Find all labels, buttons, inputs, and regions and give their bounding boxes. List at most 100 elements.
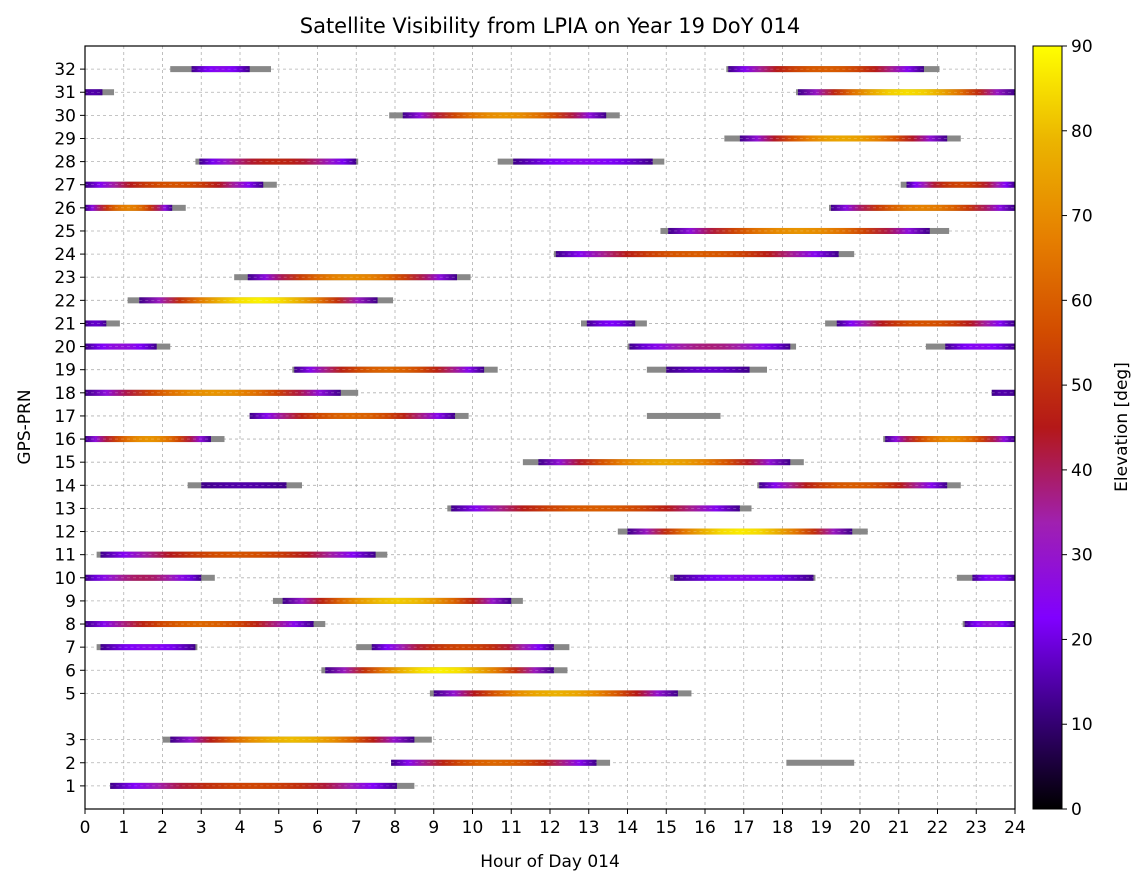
x-tick-label: 17 xyxy=(733,818,755,838)
x-tick-label: 13 xyxy=(578,818,600,838)
colorbar-tick-label: 40 xyxy=(1071,461,1093,481)
y-tick-label: 17 xyxy=(54,407,76,427)
pass-bar-prn-31 xyxy=(796,89,1015,96)
pass-bar-elevation xyxy=(629,343,791,350)
pass-bar-prn-29 xyxy=(724,135,961,142)
pass-bar-elevation xyxy=(201,482,287,489)
pass-bar-prn-15 xyxy=(522,459,804,466)
x-tick-label: 22 xyxy=(927,818,949,838)
x-tick-label: 3 xyxy=(196,818,207,838)
pass-bar-prn-8 xyxy=(85,621,326,628)
y-tick-label: 2 xyxy=(65,754,76,774)
pass-bar-elevation xyxy=(170,736,415,743)
pass-bar-prn-10 xyxy=(85,574,215,581)
x-tick-label: 14 xyxy=(617,818,639,838)
pass-bar-elevation xyxy=(798,89,1015,96)
x-tick-label: 10 xyxy=(462,818,484,838)
pass-bar-prn-7 xyxy=(356,644,570,651)
y-tick-label: 16 xyxy=(54,430,76,450)
colorbar-tick-label: 70 xyxy=(1071,207,1093,227)
pass-bar-elevation xyxy=(627,528,853,535)
y-tick-label: 20 xyxy=(54,338,76,358)
pass-bar-elevation xyxy=(85,204,173,211)
pass-bar-prn-21 xyxy=(85,320,120,327)
pass-bar-elevation xyxy=(110,782,397,789)
pass-bar-prn-11 xyxy=(96,551,388,558)
x-tick-label: 21 xyxy=(888,818,910,838)
x-axis-label: Hour of Day 014 xyxy=(480,852,620,872)
pass-bar-prn-16 xyxy=(85,436,225,443)
x-tick-label: 18 xyxy=(772,818,794,838)
y-tick-label: 22 xyxy=(54,291,76,311)
pass-bar-elevation xyxy=(739,135,948,142)
x-tick-label: 9 xyxy=(428,818,439,838)
pass-bar-elevation xyxy=(100,644,196,651)
pass-bar-elevation xyxy=(728,66,924,73)
pass-bar-prn-17 xyxy=(249,412,469,419)
y-tick-label: 13 xyxy=(54,499,76,519)
x-tick-label: 2 xyxy=(157,818,168,838)
y-tick-label: 30 xyxy=(54,106,76,126)
y-tick-label: 31 xyxy=(54,83,76,103)
pass-bar-prn-19 xyxy=(292,366,498,373)
x-tick-label: 11 xyxy=(500,818,522,838)
y-tick-label: 5 xyxy=(65,684,76,704)
pass-bar-prn-23 xyxy=(234,274,471,281)
x-tick-label: 12 xyxy=(539,818,561,838)
pass-bar-gray xyxy=(786,759,855,766)
y-tick-label: 8 xyxy=(65,615,76,635)
pass-bar-elevation xyxy=(906,181,1015,188)
pass-bar-prn-8 xyxy=(962,621,1015,628)
pass-bar-elevation xyxy=(325,667,554,674)
pass-bar-elevation xyxy=(199,158,357,165)
pass-bar-prn-28 xyxy=(195,158,359,165)
x-tick-label: 16 xyxy=(694,818,716,838)
y-tick-label: 1 xyxy=(65,777,76,797)
pass-bar-prn-5 xyxy=(429,690,692,697)
x-tick-label: 4 xyxy=(235,818,246,838)
x-tick-label: 8 xyxy=(390,818,401,838)
pass-bar-elevation xyxy=(85,343,157,350)
pass-bars xyxy=(85,66,1015,789)
pass-bar-prn-12 xyxy=(617,528,868,535)
pass-bar-elevation xyxy=(433,690,678,697)
y-tick-label: 15 xyxy=(54,453,76,473)
colorbar-tick-label: 20 xyxy=(1071,630,1093,650)
pass-bar-prn-24 xyxy=(553,251,855,258)
pass-bar-prn-26 xyxy=(85,204,186,211)
pass-bar-elevation xyxy=(945,343,1015,350)
y-tick-label: 19 xyxy=(54,361,76,381)
y-axis-ticks: 1235678910111213141516171819202122232425… xyxy=(54,60,85,797)
pass-bar-elevation xyxy=(991,389,1015,396)
pass-bar-gray xyxy=(646,412,721,419)
pass-bar-elevation xyxy=(830,204,1015,211)
chart-title: Satellite Visibility from LPIA on Year 1… xyxy=(300,14,800,38)
pass-bar-elevation xyxy=(555,251,839,258)
pass-bar-elevation xyxy=(513,158,653,165)
pass-bar-elevation xyxy=(247,274,457,281)
y-axis-label: GPS-PRN xyxy=(15,389,35,464)
pass-bar-elevation xyxy=(371,644,554,651)
pass-bar-prn-10 xyxy=(956,574,1015,581)
pass-bar-elevation xyxy=(282,597,512,604)
pass-bar-elevation xyxy=(139,297,378,304)
pass-bar-prn-1 xyxy=(110,782,415,789)
pass-bar-prn-18 xyxy=(991,389,1015,396)
y-tick-label: 28 xyxy=(54,153,76,173)
colorbar-tick-label: 90 xyxy=(1071,37,1093,57)
pass-bar-prn-14 xyxy=(757,482,961,489)
x-tick-label: 5 xyxy=(273,818,284,838)
colorbar-tick-label: 50 xyxy=(1071,376,1093,396)
y-tick-label: 24 xyxy=(54,245,76,265)
y-tick-label: 32 xyxy=(54,60,76,80)
pass-bar-prn-10 xyxy=(670,574,816,581)
y-tick-label: 12 xyxy=(54,523,76,543)
y-tick-label: 21 xyxy=(54,314,76,334)
pass-bar-prn-21 xyxy=(825,320,1015,327)
pass-bar-elevation xyxy=(85,389,341,396)
pass-bar-prn-31 xyxy=(85,89,115,96)
colorbar xyxy=(1032,45,1063,810)
pass-bar-prn-2 xyxy=(786,759,855,766)
y-tick-label: 6 xyxy=(65,661,76,681)
